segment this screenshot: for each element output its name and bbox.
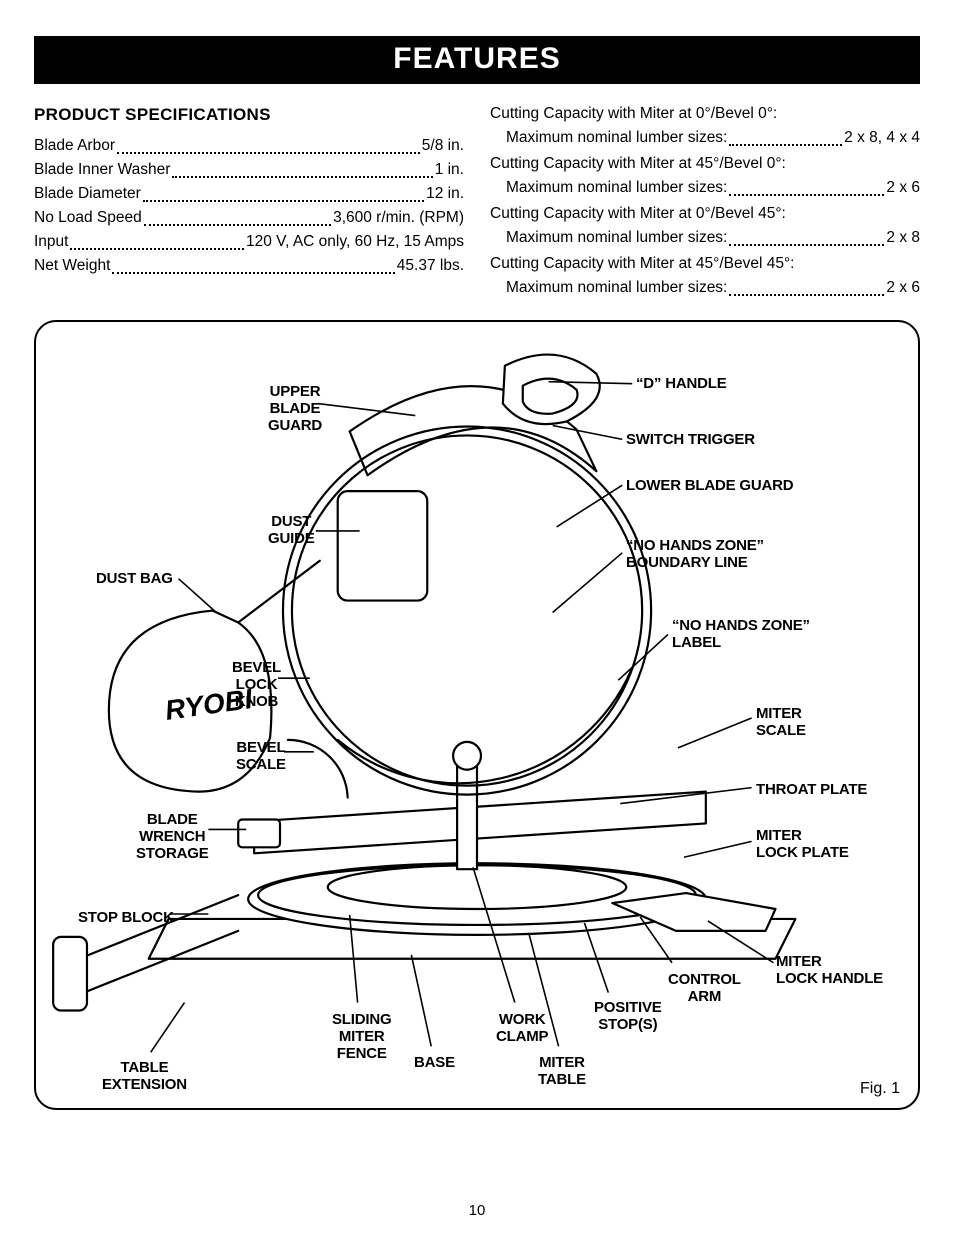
capacity-value: 2 x 8	[886, 226, 920, 250]
callout-no-hands-label: “NO HANDS ZONE” LABEL	[672, 618, 810, 652]
spec-value: 12 in.	[426, 182, 464, 206]
callout-no-hands-boundary: “NO HANDS ZONE” BOUNDARY LINE	[626, 538, 764, 572]
spec-value: 5/8 in.	[422, 134, 464, 158]
spec-value: 3,600 r/min. (RPM)	[333, 206, 464, 230]
spec-row: Net Weight 45.37 lbs.	[34, 254, 464, 278]
callout-d-handle: “D” HANDLE	[636, 376, 727, 393]
callout-miter-scale: MITER SCALE	[756, 706, 806, 740]
spec-col-right: Cutting Capacity with Miter at 0°/Bevel …	[490, 102, 920, 302]
capacity-sublabel: Maximum nominal lumber sizes:	[506, 276, 727, 300]
callout-lower-blade-guard: LOWER BLADE GUARD	[626, 478, 793, 495]
spec-value: 45.37 lbs.	[397, 254, 464, 278]
leader-line	[557, 485, 623, 527]
spec-label: Blade Inner Washer	[34, 158, 170, 182]
figure-1: RYOBI UPPER BLADE GUARDDUST GUIDEDUST BA…	[34, 320, 920, 1110]
capacity-title: Cutting Capacity with Miter at 45°/Bevel…	[490, 252, 920, 276]
capacity-sublabel: Maximum nominal lumber sizes:	[506, 176, 727, 200]
leader-line	[678, 718, 752, 748]
leader-dots	[172, 176, 432, 178]
capacity-value: 2 x 6	[886, 176, 920, 200]
leader-dots	[112, 272, 394, 274]
capacity-block: Cutting Capacity with Miter at 0°/Bevel …	[490, 102, 920, 150]
spec-columns: PRODUCT SPECIFICATIONS Blade Arbor 5/8 in…	[34, 102, 920, 302]
leader-dots	[70, 248, 244, 250]
callout-dust-guide: DUST GUIDE	[268, 514, 315, 548]
leader-dots	[729, 294, 884, 296]
spec-label: No Load Speed	[34, 206, 142, 230]
callout-blade-wrench: BLADE WRENCH STORAGE	[136, 812, 209, 862]
capacity-block: Cutting Capacity with Miter at 0°/Bevel …	[490, 202, 920, 250]
spec-value: 1 in.	[435, 158, 464, 182]
leader-line	[684, 841, 752, 857]
leader-line	[151, 1003, 185, 1053]
capacity-block: Cutting Capacity with Miter at 45°/Bevel…	[490, 152, 920, 200]
spec-label: Blade Arbor	[34, 134, 115, 158]
callout-sliding-fence: SLIDING MITER FENCE	[332, 1012, 391, 1062]
callout-miter-lock-plate: MITER LOCK PLATE	[756, 828, 849, 862]
leader-line	[179, 579, 217, 613]
leader-dots	[729, 144, 842, 146]
callout-dust-bag: DUST BAG	[96, 571, 173, 588]
spec-row: Input 120 V, AC only, 60 Hz, 15 Amps	[34, 230, 464, 254]
spec-value: 120 V, AC only, 60 Hz, 15 Amps	[246, 230, 464, 254]
capacity-value: 2 x 6	[886, 276, 920, 300]
leader-line	[618, 635, 668, 681]
capacity-title: Cutting Capacity with Miter at 45°/Bevel…	[490, 152, 920, 176]
leader-line	[553, 553, 623, 613]
spec-row: Blade Diameter 12 in.	[34, 182, 464, 206]
capacity-value: 2 x 8, 4 x 4	[844, 126, 920, 150]
figure-label: Fig. 1	[860, 1080, 900, 1098]
leader-dots	[117, 152, 420, 154]
callout-base: BASE	[414, 1055, 455, 1072]
capacity-title: Cutting Capacity with Miter at 0°/Bevel …	[490, 202, 920, 226]
leader-dots	[143, 200, 424, 202]
callout-bevel-scale: BEVEL SCALE	[236, 740, 286, 774]
callout-work-clamp: WORK CLAMP	[496, 1012, 548, 1046]
capacity-sublabel: Maximum nominal lumber sizes:	[506, 126, 727, 150]
leader-dots	[729, 244, 884, 246]
capacity-block: Cutting Capacity with Miter at 45°/Bevel…	[490, 252, 920, 300]
callout-bevel-lock-knob: BEVEL LOCK KNOB	[232, 660, 281, 710]
callout-upper-blade-guard: UPPER BLADE GUARD	[268, 384, 322, 434]
spec-row: No Load Speed 3,600 r/min. (RPM)	[34, 206, 464, 230]
spec-row: Blade Inner Washer 1 in.	[34, 158, 464, 182]
leader-dots	[144, 224, 331, 226]
spec-label: Input	[34, 230, 68, 254]
leader-line	[411, 955, 431, 1047]
leader-dots	[729, 194, 884, 196]
callout-switch-trigger: SWITCH TRIGGER	[626, 432, 755, 449]
spec-row: Blade Arbor 5/8 in.	[34, 134, 464, 158]
capacity-title: Cutting Capacity with Miter at 0°/Bevel …	[490, 102, 920, 126]
page-title: FEATURES	[34, 36, 920, 84]
callout-throat-plate: THROAT PLATE	[756, 782, 867, 799]
callout-miter-table: MITER TABLE	[538, 1055, 586, 1089]
callout-table-extension: TABLE EXTENSION	[102, 1060, 187, 1094]
capacity-sublabel: Maximum nominal lumber sizes:	[506, 226, 727, 250]
callout-positive-stops: POSITIVE STOP(S)	[594, 1000, 662, 1034]
spec-label: Net Weight	[34, 254, 110, 278]
spec-label: Blade Diameter	[34, 182, 141, 206]
page-number: 10	[0, 1202, 954, 1219]
callout-miter-lock-handle: MITER LOCK HANDLE	[776, 954, 883, 988]
callout-stop-block: STOP BLOCK	[78, 910, 174, 927]
callout-control-arm: CONTROL ARM	[668, 972, 741, 1006]
specs-heading: PRODUCT SPECIFICATIONS	[34, 102, 464, 128]
spec-col-left: PRODUCT SPECIFICATIONS Blade Arbor 5/8 in…	[34, 102, 464, 302]
